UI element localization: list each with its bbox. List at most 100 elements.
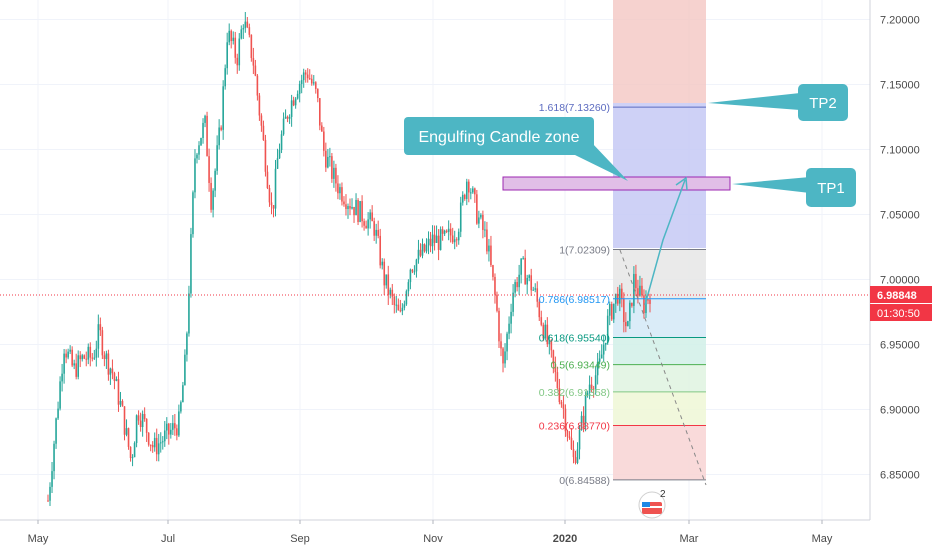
candle-body — [314, 82, 317, 89]
price-tick-label: 6.90000 — [880, 405, 920, 417]
candle-body — [300, 80, 303, 84]
candle-body — [180, 402, 182, 412]
candle-body — [461, 194, 464, 203]
projection-arrow[interactable] — [644, 179, 686, 306]
candle-body — [155, 437, 158, 455]
candle-body — [306, 74, 309, 79]
candle-body — [329, 156, 331, 158]
candle-body — [363, 221, 365, 226]
candle-body — [220, 127, 222, 130]
candle-body — [69, 349, 71, 352]
candle-body — [258, 95, 261, 116]
last-price-badge[interactable]: 6.98848 — [870, 286, 932, 303]
engulfing-zone-rectangle[interactable] — [502, 176, 731, 191]
price-tick-label: 6.95000 — [880, 340, 920, 352]
candle-body — [272, 205, 275, 209]
price-tick-label: 6.85000 — [880, 470, 920, 482]
candle-body — [230, 30, 233, 42]
candle-body — [621, 288, 623, 299]
candle-body — [67, 351, 69, 358]
economic-event-badge[interactable]: 2 — [638, 489, 666, 519]
candle-body — [578, 430, 581, 450]
candle-body — [415, 259, 418, 272]
candle-body — [548, 340, 551, 345]
candle-body — [530, 275, 533, 291]
fibonacci-band — [613, 337, 706, 365]
fibonacci-band — [613, 364, 706, 392]
price-tick-label: 7.20000 — [880, 15, 920, 27]
candle-body — [397, 304, 400, 311]
candle-body — [556, 372, 559, 389]
candle-body — [248, 27, 251, 35]
engulfing-zone-callout[interactable]: Engulfing Candle zone — [404, 117, 628, 181]
time-axis[interactable]: May Jul Sep Nov 2020 Mar May — [28, 520, 833, 545]
candle-body — [645, 299, 647, 314]
candle-body — [612, 303, 615, 320]
candle-body — [278, 149, 281, 159]
candle-body — [139, 420, 142, 428]
candle-body — [260, 115, 263, 126]
candle-body — [435, 235, 438, 243]
grid-lines — [0, 0, 870, 520]
candle-body — [192, 192, 194, 235]
candle-body — [542, 324, 545, 339]
candle-body — [316, 88, 319, 99]
candle-body — [598, 358, 601, 362]
candle-body — [57, 408, 59, 419]
candle-body — [288, 116, 291, 119]
candle-body — [85, 358, 88, 360]
candle-body — [137, 415, 140, 421]
tp1-callout[interactable]: TP1 — [732, 168, 856, 207]
candle-body — [228, 30, 231, 43]
candle-body — [526, 277, 528, 285]
candle-body — [298, 83, 301, 94]
candle-body — [264, 139, 267, 172]
candle-body — [145, 418, 148, 433]
candle-body — [321, 125, 323, 132]
time-tick-label: Jul — [161, 533, 175, 545]
candle-body — [347, 206, 349, 210]
fibonacci-levels[interactable]: 1(7.02309) 0.786(6.98517) 0.618(6.95540) 0.… — [539, 102, 706, 487]
candle-body — [375, 229, 377, 236]
candle-body — [373, 221, 375, 236]
candle-body — [586, 392, 589, 396]
candle-body — [345, 204, 347, 210]
candle-body — [399, 310, 402, 312]
candle-body — [379, 235, 382, 266]
candle-body — [97, 324, 100, 349]
candle-body — [409, 269, 412, 283]
tp2-callout[interactable]: TP2 — [708, 84, 848, 121]
candle-body — [419, 249, 422, 256]
candle-body — [558, 388, 561, 403]
countdown-badge[interactable]: 01:30:50 — [870, 304, 932, 321]
candle-body — [254, 65, 257, 76]
candle-body — [310, 78, 313, 84]
candle-body — [161, 441, 164, 443]
projection-dashed-line[interactable] — [619, 249, 707, 486]
candle-body — [147, 432, 150, 445]
fibonacci-level-label: 1(7.02309) — [559, 244, 610, 256]
candle-body — [534, 288, 537, 290]
price-axis[interactable]: 7.20000 7.15000 7.10000 7.05000 7.00000 6.950… — [880, 15, 920, 482]
price-tick-label: 7.10000 — [880, 145, 920, 157]
candle-body — [425, 245, 428, 252]
candle-body — [141, 413, 144, 428]
candle-body — [163, 430, 166, 442]
candle-body — [437, 235, 440, 250]
candle-body — [186, 333, 188, 355]
candle-body — [153, 437, 156, 448]
candle-body — [510, 311, 512, 324]
candle-body — [470, 192, 472, 194]
candle-body — [451, 235, 454, 243]
candle-body — [506, 333, 508, 352]
date-range-red-box[interactable] — [613, 0, 706, 103]
candle-body — [89, 346, 92, 358]
price-tick-label: 7.05000 — [880, 210, 920, 222]
candle-body — [208, 156, 210, 183]
fib-extension-box[interactable] — [613, 103, 706, 248]
countdown-label: 01:30:50 — [877, 308, 920, 320]
fibonacci-band — [613, 298, 706, 338]
candle-body — [540, 317, 543, 325]
candle-body — [341, 187, 343, 202]
